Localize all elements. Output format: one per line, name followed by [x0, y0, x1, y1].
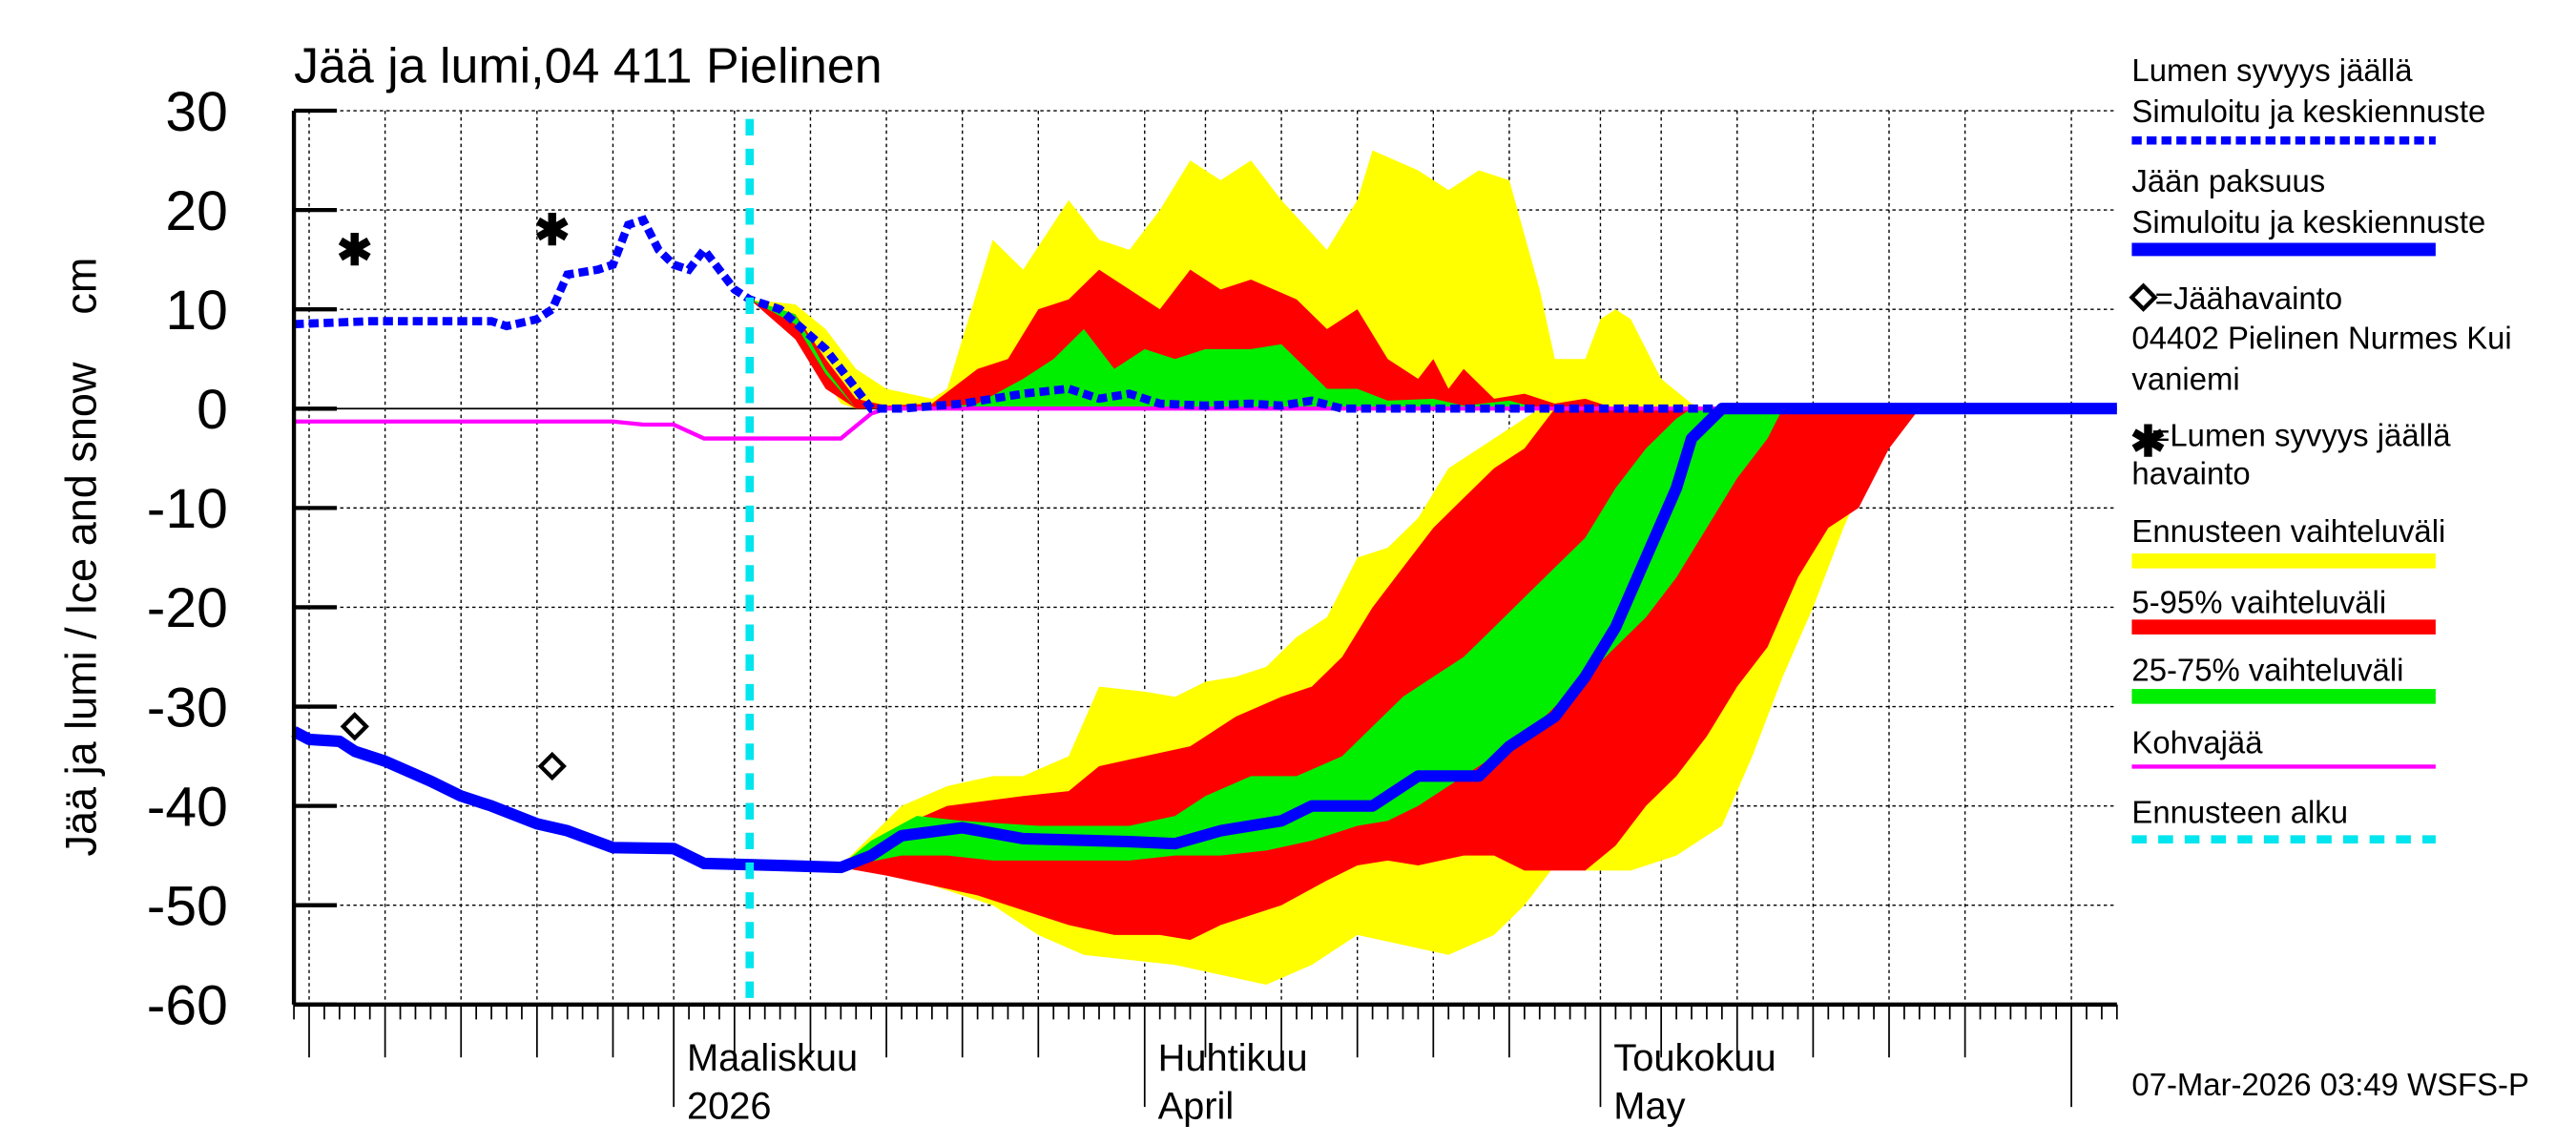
legend-snow-obs-2: havainto: [2131, 455, 2250, 490]
band-snow-forecast-range: [749, 150, 1707, 409]
legend: Lumen syvyys jäällä Simuloitu ja keskien…: [2129, 52, 2512, 843]
y-tick-label: 10: [165, 280, 227, 342]
month-sublabel: 2026: [687, 1085, 772, 1127]
legend-red-swatch: [2131, 619, 2436, 635]
y-axis-label: Jää ja lumi / Ice and snow cm: [56, 258, 105, 857]
legend-snow-sub: Simuloitu ja keskiennuste: [2131, 94, 2485, 129]
y-tick-label: -30: [147, 677, 228, 739]
ice-thickness-line: [291, 403, 2117, 874]
chart-title: Jää ja lumi,04 411 Pielinen: [294, 39, 883, 94]
legend-snow-title: Lumen syvyys jäällä: [2131, 52, 2413, 88]
legend-ice-title: Jään paksuus: [2131, 163, 2325, 198]
band-snow-5-95: [749, 269, 1616, 409]
y-tick-label: 0: [197, 379, 228, 441]
legend-kohva: Kohvajää: [2131, 725, 2263, 760]
y-tick-label: 20: [165, 180, 227, 242]
legend-ice-obs-1: =Jäähavainto: [2155, 281, 2342, 316]
axes: 30 20 10 0 -10 -20 -30 -40 -50 -60 Maaliskuu 2026 Hu…: [147, 81, 2118, 1127]
snow-observation-marker: ✱: [534, 205, 571, 254]
y-tick-label: -10: [147, 478, 228, 540]
footer-timestamp: 07-Mar-2026 03:49 WSFS-P: [2131, 1067, 2528, 1102]
legend-range-all: Ennusteen vaihteluväli: [2131, 513, 2445, 549]
forecast-bands: [749, 150, 1920, 986]
legend-range-2575: 25-75% vaihteluväli: [2131, 652, 2403, 687]
legend-range-595: 5-95% vaihteluväli: [2131, 584, 2386, 619]
y-tick-label: -40: [147, 776, 228, 838]
legend-forecast-start: Ennusteen alku: [2131, 794, 2348, 829]
diamond-icon: [2129, 282, 2158, 312]
ice-observation-marker: [537, 751, 567, 781]
y-tick-label: -20: [147, 577, 228, 639]
month-sublabel: May: [1613, 1085, 1685, 1127]
legend-ice-sub: Simuloitu ja keskiennuste: [2131, 204, 2485, 239]
asterisk-icon: ✱: [2130, 417, 2167, 466]
y-tick-label: -60: [147, 975, 228, 1037]
legend-green-swatch: [2131, 689, 2436, 704]
legend-snow-obs-1: =Lumen syvyys jäällä: [2151, 418, 2451, 453]
band-snow-25-75: [749, 299, 1540, 409]
legend-yellow-swatch: [2131, 553, 2436, 569]
month-sublabel: April: [1158, 1085, 1235, 1127]
y-tick-label: -50: [147, 875, 228, 937]
series-lines: [291, 118, 2117, 1005]
legend-ice-obs-2: 04402 Pielinen Nurmes Kui: [2131, 320, 2511, 355]
ice-observation-marker: [340, 712, 369, 741]
snow-depth-line: [293, 215, 2117, 413]
snow-observation-marker: ✱: [337, 225, 373, 274]
observations: ✱ ✱: [337, 205, 571, 781]
month-label: Huhtikuu: [1158, 1037, 1308, 1079]
legend-ice-obs-3: vaniemi: [2131, 362, 2239, 397]
month-label: Maaliskuu: [687, 1037, 858, 1079]
y-tick-label: 30: [165, 81, 227, 143]
month-label: Toukokuu: [1613, 1037, 1776, 1079]
